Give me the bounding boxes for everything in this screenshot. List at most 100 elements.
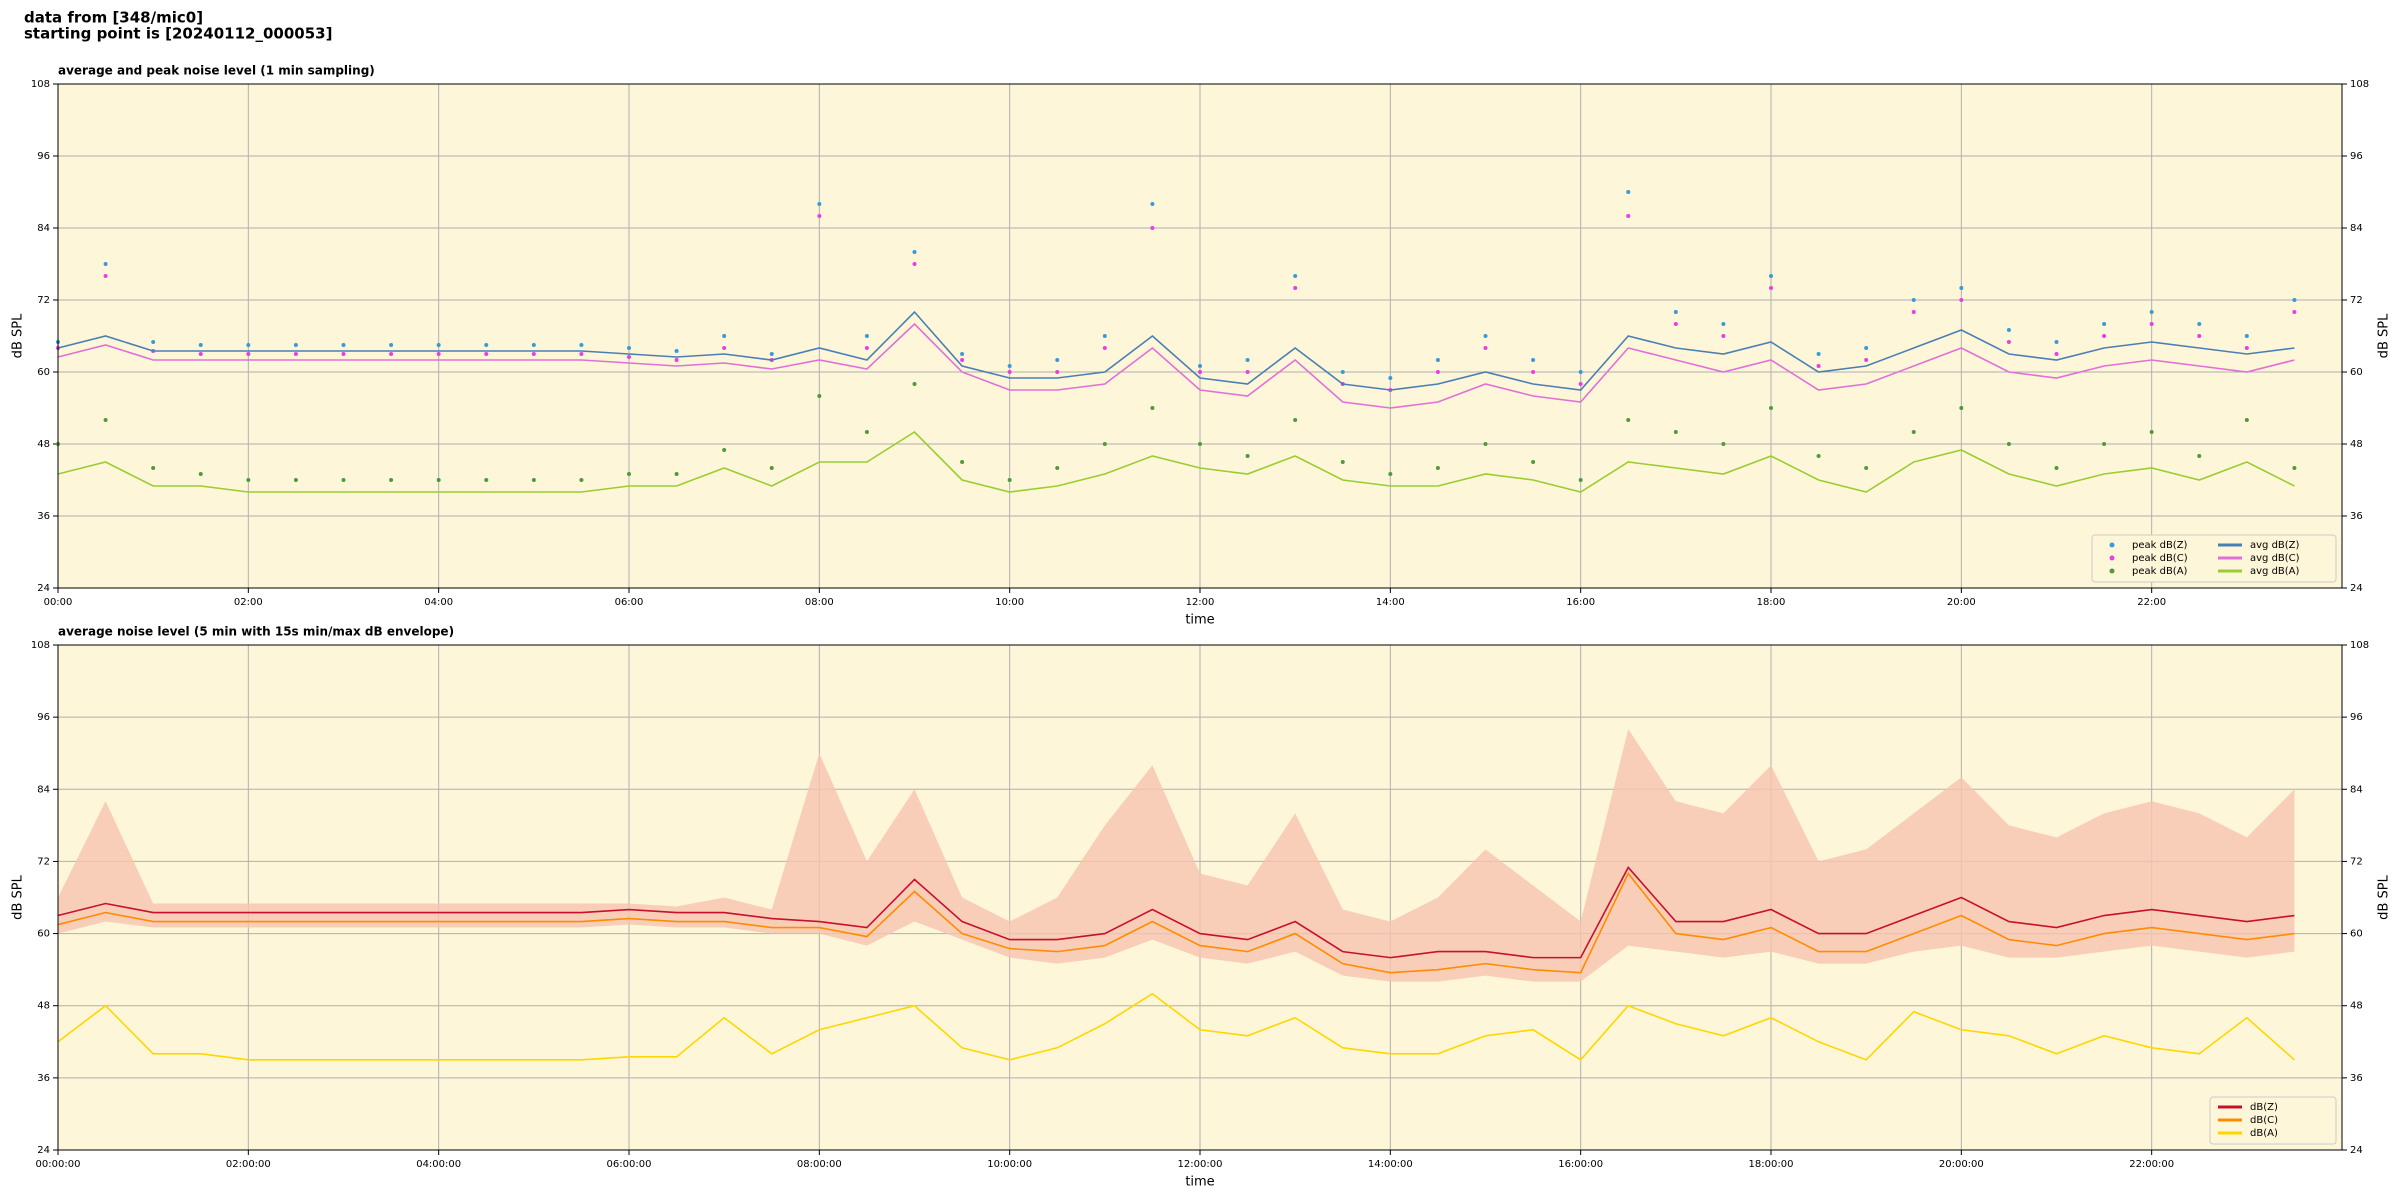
- peak-point: [2197, 322, 2202, 326]
- peak-point: [1055, 370, 1060, 374]
- peak-point: [817, 214, 822, 218]
- peak-point: [389, 343, 394, 347]
- peak-point: [817, 202, 822, 206]
- y2-tick-label: 36: [2350, 511, 2363, 522]
- x-tick-label: 10:00: [995, 597, 1024, 608]
- peak-point: [1673, 310, 1678, 314]
- peak-point: [1626, 214, 1631, 218]
- x-tick-label: 06:00: [615, 597, 644, 608]
- peak-point: [1864, 346, 1869, 350]
- x-tick-label: 02:00: [234, 597, 263, 608]
- x-tick-label: 14:00: [1376, 597, 1405, 608]
- peak-point: [627, 472, 631, 476]
- legend-marker: [2109, 555, 2115, 561]
- peak-point: [579, 478, 584, 482]
- peak-point: [2102, 334, 2107, 338]
- y-tick-label: 96: [37, 712, 50, 723]
- plot-frame: [57, 83, 2343, 589]
- legend-label: peak dB(C): [2132, 553, 2188, 564]
- y-tick-label: 72: [37, 295, 50, 306]
- y2-tick-label: 24: [2350, 1145, 2363, 1156]
- peak-point: [1911, 298, 1916, 302]
- peak-point: [531, 352, 536, 356]
- peak-point: [484, 343, 489, 347]
- x-tick-label: 12:00:00: [1178, 1159, 1223, 1170]
- peak-point: [1626, 190, 1631, 194]
- peak-point: [1816, 352, 1821, 356]
- x-tick-label: 08:00:00: [797, 1159, 842, 1170]
- peak-point: [722, 448, 727, 452]
- y2-tick-label: 72: [2350, 856, 2363, 867]
- peak-point: [1673, 430, 1678, 434]
- peak-point: [1388, 376, 1393, 380]
- peak-point: [1150, 226, 1155, 230]
- peak-point: [912, 250, 917, 254]
- peak-point: [2102, 322, 2107, 326]
- peak-point: [817, 394, 822, 398]
- peak-point: [341, 478, 346, 482]
- x-tick-label: 12:00: [1186, 597, 1215, 608]
- series-line: [57, 310, 2295, 391]
- peak-point: [1721, 334, 1726, 338]
- peak-point: [960, 352, 965, 356]
- x-tick-label: 06:00:00: [607, 1159, 652, 1170]
- peak-point: [198, 472, 203, 476]
- peak-point: [389, 352, 394, 356]
- peak-point: [1531, 460, 1536, 464]
- x-tick-label: 18:00: [1757, 597, 1786, 608]
- peak-point: [1435, 466, 1440, 470]
- peak-point: [2006, 340, 2011, 344]
- peak-point: [579, 352, 584, 356]
- peak-point: [1245, 358, 1250, 362]
- y2-tick-label: 60: [2350, 367, 2363, 378]
- peak-point: [674, 472, 679, 476]
- x-tick-label: 04:00:00: [416, 1159, 461, 1170]
- peak-point: [1293, 418, 1298, 422]
- legend-marker: [2109, 542, 2115, 548]
- peak-point: [2197, 454, 2202, 458]
- peak-point: [531, 343, 536, 347]
- peak-point: [1102, 442, 1107, 446]
- y-tick-label: 60: [37, 367, 50, 378]
- peak-point: [2244, 418, 2249, 422]
- peak-point: [674, 358, 679, 362]
- peak-point: [960, 460, 965, 464]
- peak-point: [1102, 346, 1107, 350]
- peak-point: [1911, 430, 1916, 434]
- y2-tick-label: 72: [2350, 295, 2363, 306]
- peak-point: [2102, 442, 2107, 446]
- peak-point: [2244, 334, 2249, 338]
- peak-point: [1293, 286, 1298, 290]
- peak-point: [1245, 454, 1250, 458]
- peak-point: [2006, 328, 2011, 332]
- y-tick-label: 96: [37, 151, 50, 162]
- peak-point: [627, 355, 631, 359]
- peak-point: [2054, 352, 2059, 356]
- peak-point: [151, 466, 156, 470]
- y2-tick-label: 108: [2350, 79, 2369, 90]
- legend-label: dB(Z): [2250, 1102, 2278, 1113]
- y-tick-label: 36: [37, 1073, 50, 1084]
- y-tick-label: 72: [37, 856, 50, 867]
- peak-point: [1483, 442, 1488, 446]
- peak-point: [1721, 322, 1726, 326]
- y2-tick-label: 84: [2350, 223, 2363, 234]
- peak-point: [1769, 274, 1773, 278]
- y-tick-label: 84: [37, 223, 50, 234]
- peak-point: [1626, 418, 1631, 422]
- peak-point: [1769, 406, 1773, 410]
- peak-point: [674, 349, 679, 353]
- peak-point: [198, 343, 203, 347]
- y-tick-label: 108: [31, 79, 50, 90]
- y2-tick-label: 84: [2350, 784, 2363, 795]
- peak-point: [1864, 358, 1869, 362]
- legend-label: peak dB(Z): [2132, 540, 2188, 551]
- x-tick-label: 14:00:00: [1368, 1159, 1413, 1170]
- series-line: [57, 430, 2295, 493]
- peak-point: [1007, 370, 1012, 374]
- peak-point: [1483, 334, 1488, 338]
- peak-point: [1340, 460, 1345, 464]
- peak-point: [436, 343, 441, 347]
- peak-point: [2292, 466, 2297, 470]
